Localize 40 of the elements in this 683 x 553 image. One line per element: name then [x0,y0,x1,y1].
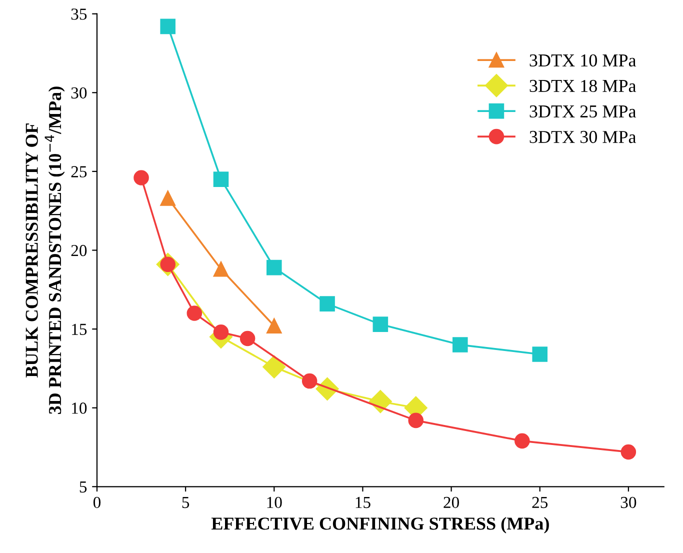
x-tick-label: 5 [182,497,190,508]
x-tick-label: 30 [620,496,636,508]
point [134,170,149,186]
point [186,306,202,321]
point [266,318,282,334]
x-tick-label: 10 [267,496,282,508]
x-axis-title: EFFECTIVE CONFINING STRESS (MPa) [211,517,549,534]
point [160,190,176,206]
legend-label: 3DTX 25 MPa [530,105,636,118]
point [266,260,282,276]
point [302,373,318,389]
y-tick-label: 35 [71,8,87,20]
x-tick-label: 15 [356,496,370,508]
point [160,18,176,34]
point [368,390,392,414]
point [213,262,229,277]
point [262,355,286,378]
y-tick-label: 10 [72,402,87,414]
point [514,433,530,449]
point [452,337,468,352]
point [620,444,636,460]
x-tick-label: 20 [444,496,459,508]
x-tick-label: 25 [532,496,548,508]
y-axis-title: BULK COMPRESSIBILITY OF 3D PRINTED SANDSTONES (10$^{−4}$/MPa) [26,86,65,414]
point [372,316,388,332]
y-tick-label: 20 [71,244,87,256]
legend-label: 3DTX 30 MPa [530,130,636,144]
legend-label: 3DTX 10 MPa [530,54,636,67]
y-tick-label: 5 [80,482,87,493]
point [408,412,424,428]
y-tick-label: 15 [72,324,87,335]
point [320,296,335,312]
y-tick-label: 25 [71,166,87,178]
x-tick-label: 0 [93,496,101,508]
point [213,172,229,187]
legend-label: 3DTX 18 MPa [530,80,636,92]
point [213,324,229,340]
point [532,346,548,362]
y-tick-label: 30 [71,87,87,99]
point [240,330,256,346]
